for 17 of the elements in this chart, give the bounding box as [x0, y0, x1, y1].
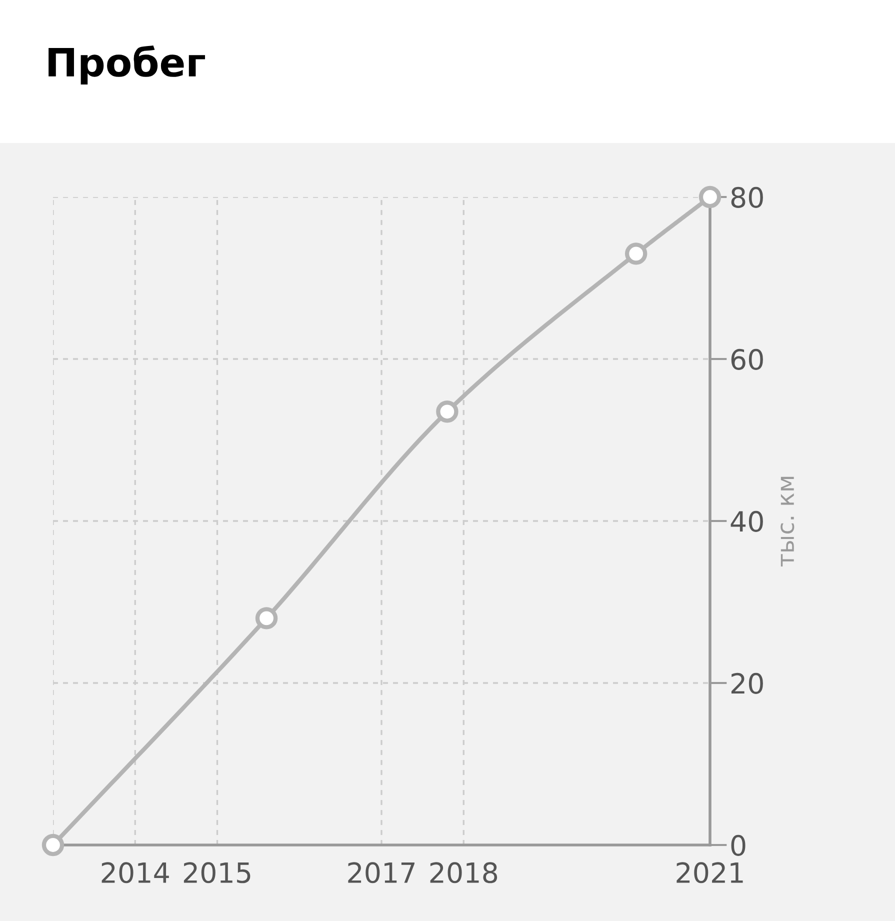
- y-tick-label: 80: [731, 186, 763, 208]
- y-tick-label: 0: [731, 834, 746, 856]
- x-tick-label: 2021: [676, 862, 743, 884]
- chart-title: Пробег: [48, 46, 206, 84]
- y-tick-label: 40: [730, 510, 763, 532]
- y-axis-title: тыс. км: [780, 476, 794, 567]
- point: [42, 834, 64, 856]
- x-tick-label: 2015: [184, 862, 250, 884]
- x-tick-label: 2018: [430, 862, 498, 884]
- y-tick-label: 60: [731, 348, 763, 370]
- x-tick-label: 2014: [102, 862, 169, 884]
- point: [624, 242, 648, 265]
- y-tick-label: 20: [731, 672, 763, 694]
- point: [255, 607, 278, 630]
- point: [698, 186, 722, 208]
- point: [436, 400, 458, 423]
- x-tick-label: 2017: [348, 862, 414, 884]
